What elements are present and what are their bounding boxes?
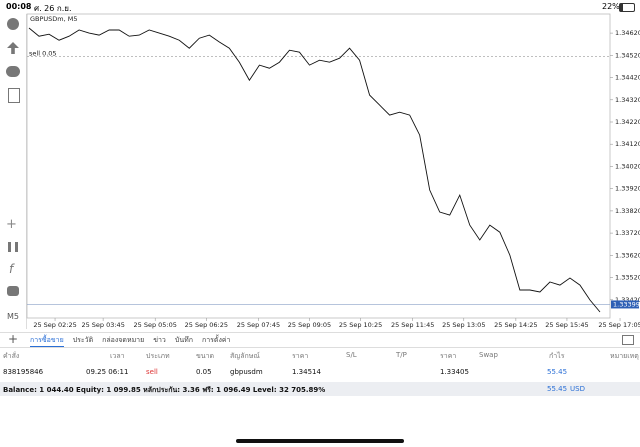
layout-icon[interactable] [622, 335, 634, 345]
positions-table: คำสั่ง เวลา ประเภท ขนาด สัญลักษณ์ ราคา S/L T/P ร… [0, 348, 640, 382]
table-cell: 1.33405 [440, 368, 469, 376]
x-tick-label: 25 Sep 07:45 [237, 321, 280, 329]
column-header[interactable]: กำไร [549, 352, 565, 360]
x-tick-label: 25 Sep 15:45 [545, 321, 588, 329]
tab[interactable]: การซื้อขาย [30, 335, 64, 347]
x-tick-label: 25 Sep 09:05 [288, 321, 331, 329]
y-tick-label: 1.33620 [615, 251, 640, 259]
column-header[interactable]: ราคา [292, 352, 309, 360]
balance-bar: Balance: 1 044.40 Equity: 1 099.85 หลักป… [0, 382, 640, 396]
table-cell: 838195846 [3, 368, 44, 376]
column-header[interactable]: ประเภท [146, 352, 170, 360]
column-header[interactable]: S/L [346, 351, 357, 359]
x-tick-label: 25 Sep 17:05 [598, 321, 640, 329]
tab[interactable]: การตั้งค่า [201, 336, 231, 344]
status-battery: 22% [602, 2, 620, 11]
x-tick-label: 25 Sep 06:25 [185, 321, 228, 329]
x-tick-label: 25 Sep 02:25 [33, 321, 76, 329]
column-header[interactable]: เวลา [110, 352, 125, 360]
y-tick-label: 1.34320 [615, 96, 640, 104]
y-tick-label: 1.34120 [615, 140, 640, 148]
table-cell: 09.25 06:11 [86, 368, 129, 376]
table-cell: gbpusdm [230, 368, 263, 376]
price-line-series [28, 27, 601, 313]
column-header[interactable]: T/P [396, 351, 407, 359]
x-tick-label: 25 Sep 10:25 [339, 321, 382, 329]
price-box [611, 300, 639, 309]
y-tick-label: 1.34220 [615, 118, 640, 126]
left-toolbar: + f M5 [0, 14, 27, 329]
candle-icon[interactable] [8, 242, 18, 252]
y-tick-label: 1.33820 [615, 207, 640, 215]
battery-icon [619, 3, 635, 12]
y-tick-label: 1.34020 [615, 162, 640, 170]
table-cell: 1.34514 [292, 368, 321, 376]
column-header[interactable]: หมายเหตุ [610, 352, 639, 360]
crosshair-icon[interactable]: + [6, 217, 17, 232]
x-tick-label: 25 Sep 14:25 [494, 321, 537, 329]
tab[interactable]: ข่าว [153, 336, 166, 344]
x-tick-label: 25 Sep 03:45 [81, 321, 124, 329]
tab[interactable]: บันทึก [174, 336, 193, 344]
balance-text: Balance: 1 044.40 Equity: 1 099.85 หลักป… [3, 386, 326, 394]
y-tick-label: 1.33520 [615, 274, 640, 282]
status-time: 00:08 [6, 2, 32, 11]
sell-level-label: sell 0.05 [29, 50, 57, 58]
chart: GBPUSDm, M5 1.34620 1.34520 1.34420 1.34320… [26, 13, 640, 329]
total-profit: 55.45 [547, 385, 568, 393]
column-header[interactable]: Swap [479, 351, 498, 359]
y-tick-label: 1.33920 [615, 185, 640, 193]
tab-bar: + การซื้อขาย ประวัติ กล่องจดหมาย ข่าว บันทึก… [0, 332, 640, 348]
table-cell: 0.05 [196, 368, 212, 376]
indicator-icon[interactable]: f [9, 262, 14, 276]
currency: USD [570, 385, 585, 393]
x-tick-label: 25 Sep 13:05 [442, 321, 485, 329]
tabs: การซื้อขาย ประวัติ กล่องจดหมาย ข่าว บันทึก กา… [30, 335, 230, 347]
add-button[interactable]: + [8, 332, 19, 346]
y-tick-label: 1.33720 [615, 229, 640, 237]
column-header[interactable]: คำสั่ง [3, 352, 20, 360]
doc-icon[interactable] [8, 88, 20, 103]
objects-icon[interactable] [7, 286, 19, 296]
home-indicator [236, 439, 404, 443]
table-cell: sell [146, 368, 158, 376]
column-header[interactable]: ราคา [440, 352, 457, 360]
column-header[interactable]: ขนาด [196, 352, 215, 360]
price-label: 1.33399 [613, 300, 640, 308]
y-tick-label: 1.34520 [615, 51, 640, 59]
timeframe[interactable]: M5 [7, 312, 19, 321]
plot-frame [26, 13, 611, 319]
column-header[interactable]: สัญลักษณ์ [230, 352, 260, 360]
table-cell: 55.45 [547, 368, 568, 376]
y-tick-label: 1.34420 [615, 74, 640, 82]
account-icon[interactable] [7, 18, 19, 30]
x-tick-label: 25 Sep 11:45 [391, 321, 434, 329]
symbol: GBPUSDm, M5 [30, 15, 78, 23]
y-tick-label: 1.34620 [615, 29, 640, 37]
y-tick-label: 1.33420 [615, 296, 640, 304]
chat-icon[interactable] [6, 66, 20, 77]
status-date: ศ. 26 ก.ย. [34, 4, 72, 13]
tab[interactable]: ประวัติ [72, 336, 94, 344]
x-tick-label: 25 Sep 05:05 [134, 321, 177, 329]
tab[interactable]: กล่องจดหมาย [102, 336, 145, 344]
